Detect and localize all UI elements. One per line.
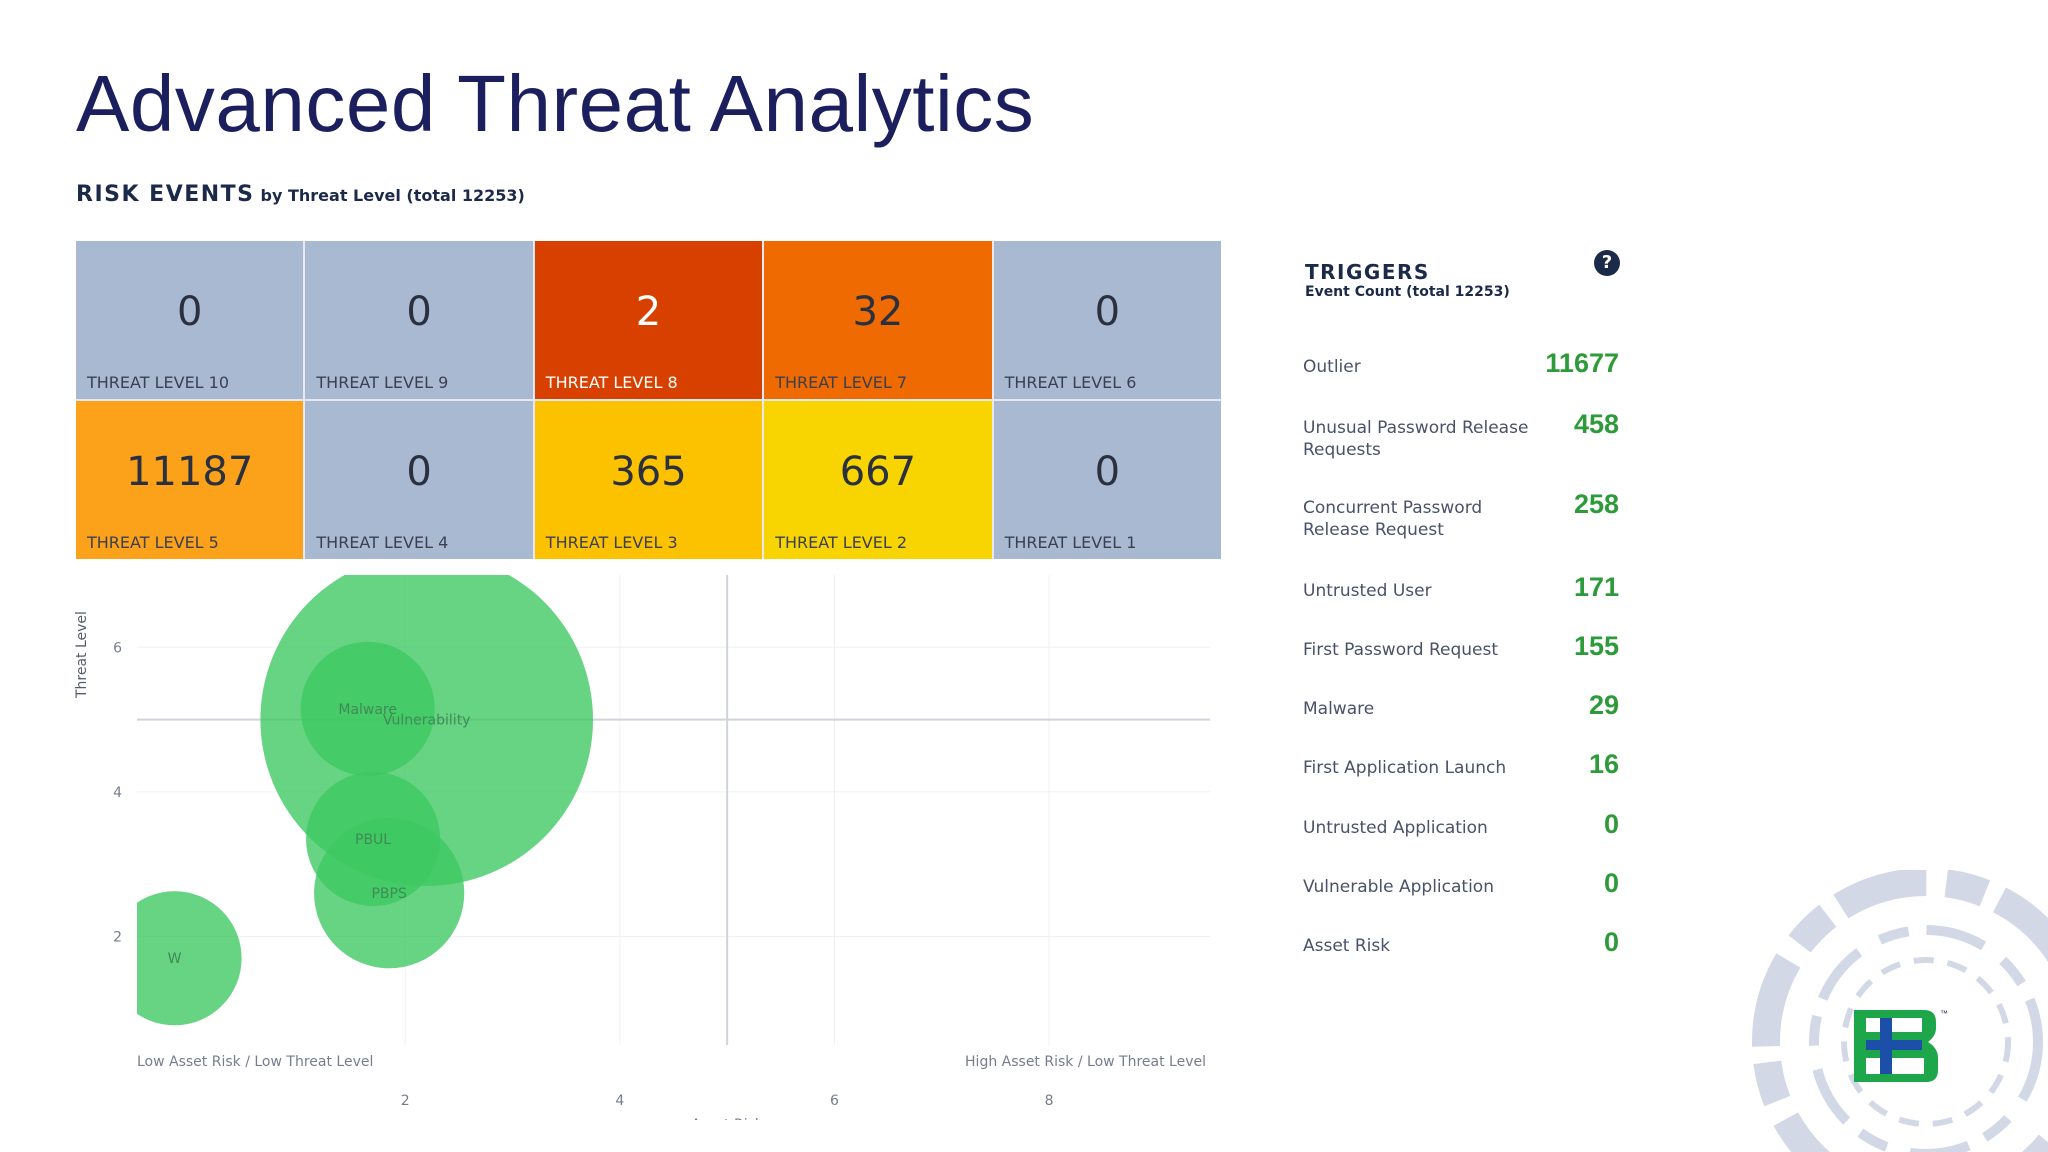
trigger-count: 0 — [1603, 927, 1619, 957]
threat-level-count: 2 — [635, 289, 662, 335]
x-axis-title: Asset Risk — [691, 1117, 764, 1120]
threat-level-count: 365 — [610, 449, 687, 495]
threat-level-label: THREAT LEVEL 1 — [1004, 533, 1137, 552]
bubble-label: Malware — [338, 702, 397, 718]
risk-events-title: RISK EVENTS — [76, 182, 255, 207]
threat-level-label: THREAT LEVEL 7 — [775, 373, 908, 392]
circuit-ring-decoration — [1752, 870, 2048, 1152]
question-circle-icon[interactable]: ? — [1594, 250, 1620, 276]
threat-level-label: THREAT LEVEL 10 — [87, 373, 230, 392]
threat-level-9-tile[interactable]: 0 THREAT LEVEL 9 — [305, 241, 533, 399]
trigger-count: 29 — [1588, 690, 1619, 720]
threat-level-label: THREAT LEVEL 3 — [545, 533, 678, 552]
risk-events-total: by Threat Level (total 12253) — [260, 186, 525, 205]
trigger-label: Malware — [1303, 699, 1375, 719]
trigger-count: 0 — [1603, 809, 1619, 839]
bubble-malware[interactable] — [300, 641, 435, 776]
x-tick-label: 8 — [1045, 1093, 1054, 1109]
threat-level-count: 0 — [176, 289, 203, 335]
threat-level-count: 32 — [852, 289, 904, 335]
threat-level-label: THREAT LEVEL 4 — [316, 533, 449, 552]
bubble-label: PBUL — [355, 832, 391, 848]
y-axis-title: Threat Level — [74, 611, 90, 699]
bubble-label: PBPS — [371, 886, 406, 902]
threat-level-label: THREAT LEVEL 2 — [775, 533, 908, 552]
svg-text:™: ™ — [1940, 1009, 1948, 1018]
trigger-count: 155 — [1573, 631, 1619, 661]
bubble-label: W — [168, 951, 182, 967]
threat-level-label: THREAT LEVEL 8 — [545, 373, 678, 392]
threat-level-count: 0 — [406, 289, 432, 335]
threat-level-count: 0 — [406, 449, 432, 495]
x-tick-label: 2 — [401, 1093, 410, 1109]
threat-level-label: THREAT LEVEL 6 — [1004, 373, 1137, 392]
threat-level-4-tile[interactable]: 0 THREAT LEVEL 4 — [305, 401, 533, 559]
triggers-subtitle: Event Count (total 12253) — [1305, 284, 1510, 300]
trigger-label: Asset Risk — [1303, 936, 1391, 956]
trigger-count: 171 — [1573, 572, 1619, 602]
bubble-pbps[interactable] — [314, 818, 465, 969]
quadrant-label-high-low: High Asset Risk / Low Threat Level — [965, 1054, 1206, 1070]
quadrant-label-low-low: Low Asset Risk / Low Threat Level — [137, 1054, 373, 1070]
threat-level-1-tile[interactable]: 0 THREAT LEVEL 1 — [993, 401, 1221, 559]
trigger-label: Outlier — [1303, 357, 1361, 377]
page-title: Advanced Threat Analytics — [76, 59, 1035, 148]
threat-level-count: 0 — [1094, 289, 1121, 335]
trigger-count: 258 — [1573, 489, 1619, 519]
threat-level-count: 0 — [1094, 449, 1121, 495]
y-tick-label: 4 — [113, 785, 122, 801]
bubble-label: Vulnerability — [383, 713, 471, 729]
threat-level-label: THREAT LEVEL 9 — [316, 373, 449, 392]
threat-level-5-tile[interactable]: 11187 THREAT LEVEL 5 — [76, 401, 304, 559]
trigger-count: 458 — [1573, 409, 1619, 439]
trigger-label: Untrusted User — [1303, 581, 1432, 601]
threat-level-grid: 0 THREAT LEVEL 10 0 THREAT LEVEL 9 2 THREAT… — [76, 241, 1221, 559]
threat-level-count: 667 — [839, 449, 917, 495]
y-tick-label: 6 — [113, 640, 122, 656]
trigger-label: Concurrent Password Release Request — [1303, 498, 1483, 540]
trigger-count: 0 — [1603, 868, 1619, 898]
triggers-title: TRIGGERS — [1305, 260, 1430, 284]
risk-events-heading: RISK EVENTS by Threat Level (total 12253) — [76, 182, 525, 207]
threat-level-label: THREAT LEVEL 5 — [87, 533, 219, 552]
trigger-label: First Password Request — [1303, 640, 1499, 660]
x-tick-label: 6 — [830, 1093, 839, 1109]
trigger-label: Untrusted Application — [1303, 818, 1488, 838]
threat-level-10-tile[interactable]: 0 THREAT LEVEL 10 — [76, 241, 304, 399]
threat-level-6-tile[interactable]: 0 THREAT LEVEL 6 — [993, 241, 1221, 399]
trigger-label: Unusual Password Release Requests — [1303, 418, 1529, 460]
threat-level-3-tile[interactable]: 365 THREAT LEVEL 3 — [534, 401, 763, 559]
threat-level-8-tile[interactable]: 2 THREAT LEVEL 8 — [534, 241, 763, 399]
bubble-w[interactable] — [107, 891, 242, 1026]
trigger-label: First Application Launch — [1303, 758, 1507, 778]
trigger-label: Vulnerable Application — [1303, 877, 1494, 897]
threat-level-count: 11187 — [126, 449, 254, 495]
company-logo: ™ — [1854, 1009, 1948, 1082]
trigger-count: 16 — [1588, 749, 1619, 779]
x-tick-label: 4 — [615, 1093, 624, 1109]
trigger-count: 11677 — [1545, 348, 1619, 378]
threat-level-2-tile[interactable]: 667 THREAT LEVEL 2 — [764, 401, 992, 559]
threat-level-7-tile[interactable]: 32 THREAT LEVEL 7 — [764, 241, 992, 399]
y-tick-label: 2 — [113, 930, 122, 946]
